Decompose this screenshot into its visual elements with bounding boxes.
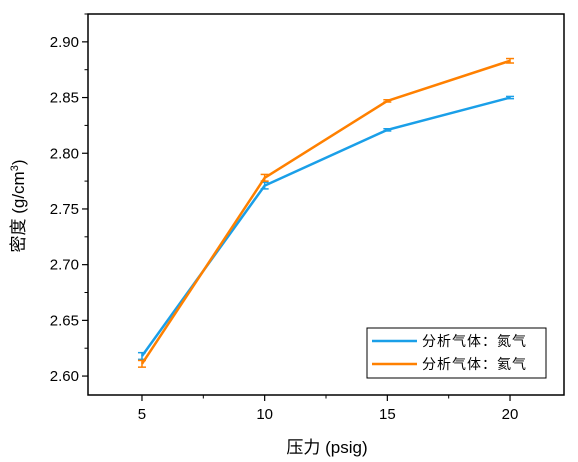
x-tick-label: 15 <box>379 406 396 423</box>
x-axis-title: 压力 (psig) <box>286 438 367 457</box>
error-bar <box>506 57 515 64</box>
series-line-1 <box>140 59 511 365</box>
series-line-0 <box>140 96 511 357</box>
error-bar <box>383 127 392 132</box>
y-axis-title-tail: ) <box>9 159 28 165</box>
x-tick-label: 5 <box>138 406 146 423</box>
y-axis-title-superscript: 3 <box>9 165 21 171</box>
legend-label-nitrogen: 分析气体：氮气 <box>422 333 527 349</box>
error-bar <box>506 95 515 100</box>
y-axis-title: 密度 (g/cm3) <box>9 159 28 252</box>
y-tick-label: 2.90 <box>50 34 79 51</box>
y-tick-label: 2.60 <box>50 368 79 385</box>
y-tick-label: 2.70 <box>50 257 79 274</box>
legend-box <box>366 327 547 379</box>
y-tick-label: 2.80 <box>50 145 79 162</box>
error-bar <box>260 173 269 182</box>
y-tick-label: 2.75 <box>50 201 79 218</box>
x-tick-label: 10 <box>256 406 273 423</box>
legend-label-helium: 分析气体：氦气 <box>422 356 527 372</box>
error-bar <box>137 359 146 368</box>
plot-area: 5 10 15 20 2.60 2.65 2.70 2.75 2.80 2.85 2.90 <box>50 13 565 423</box>
y-axis-title-main: 密度 (g/cm <box>9 171 28 252</box>
y-tick-label: 2.85 <box>50 90 79 107</box>
error-bar <box>383 99 392 103</box>
legend: 分析气体：氮气 分析气体：氦气 <box>366 327 547 379</box>
x-tick-label: 20 <box>502 406 519 423</box>
y-tick-label: 2.65 <box>50 312 79 329</box>
